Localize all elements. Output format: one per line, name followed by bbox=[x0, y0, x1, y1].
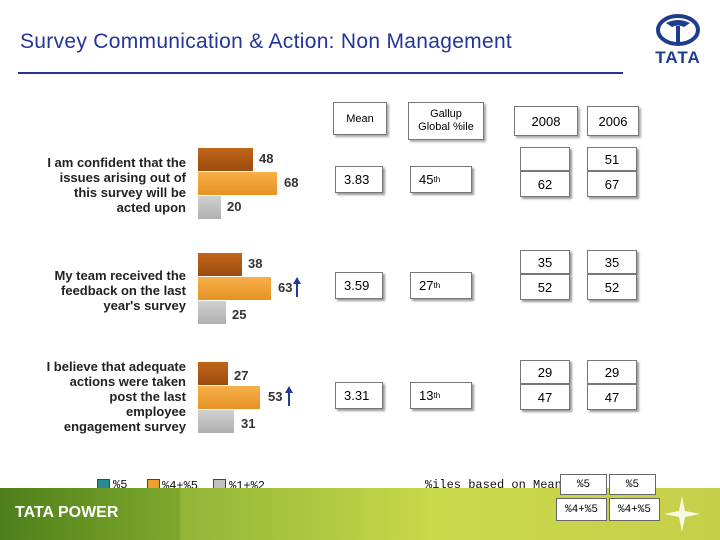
footer-left-panel: TATA POWER bbox=[0, 488, 180, 540]
q3-bar-top-label: 27 bbox=[234, 368, 249, 383]
page-title: Survey Communication & Action: Non Manag… bbox=[20, 30, 513, 53]
q3-bar-bottom bbox=[198, 410, 234, 433]
logo-text: TATA bbox=[655, 48, 701, 67]
header-2006-label: 2006 bbox=[598, 113, 628, 129]
q3-2006-top: 29 bbox=[587, 360, 637, 384]
q3-bar-middle bbox=[198, 386, 260, 409]
q2-bar-middle bbox=[198, 277, 271, 300]
q1-2008-bottom: 62 bbox=[520, 171, 570, 197]
q2-2006-bottom: 52 bbox=[587, 274, 637, 300]
title-divider bbox=[18, 72, 623, 74]
mini-legend-a1: %5 bbox=[560, 474, 607, 495]
q2-bar-middle-label: 63 bbox=[278, 280, 293, 295]
footer-band: TATA POWER bbox=[0, 488, 720, 540]
q2-2008-top: 35 bbox=[520, 250, 570, 274]
q2-bar-bottom bbox=[198, 301, 226, 324]
mini-legend-a2: %5 bbox=[609, 474, 656, 495]
footer-brand: TATA POWER bbox=[15, 504, 119, 521]
q3-2008-top: 29 bbox=[520, 360, 570, 384]
tata-logo: TATA bbox=[648, 14, 708, 67]
q2-bar-top-label: 38 bbox=[248, 256, 263, 271]
q3-2008-bottom: 47 bbox=[520, 384, 570, 410]
header-mean-label: Mean bbox=[346, 112, 374, 125]
q1-2006-bottom: 67 bbox=[587, 171, 637, 197]
footnote: %iles based on Mean bbox=[425, 478, 562, 492]
q1-bar-middle-label: 68 bbox=[284, 175, 299, 190]
q1-bar-top bbox=[198, 148, 253, 171]
sparkle-icon bbox=[664, 496, 700, 532]
header-mean: Mean bbox=[333, 102, 387, 135]
q3-bar-middle-label: 53 bbox=[268, 389, 283, 404]
q3-up-arrow-icon bbox=[285, 386, 293, 406]
q1-2006-top: 51 bbox=[587, 147, 637, 171]
q2-mean: 3.59 bbox=[335, 272, 383, 299]
q1-bar-middle bbox=[198, 172, 277, 195]
q3-bar-top bbox=[198, 362, 228, 385]
q2-up-arrow-icon bbox=[293, 277, 301, 297]
q2-2008-bottom: 52 bbox=[520, 274, 570, 300]
mini-legend-b2: %4+%5 bbox=[609, 498, 660, 521]
q1-bar-bottom bbox=[198, 196, 221, 219]
q1-bar-bottom-label: 20 bbox=[227, 199, 242, 214]
header-2008: 2008 bbox=[514, 106, 578, 136]
mini-legend-b1: %4+%5 bbox=[556, 498, 607, 521]
q3-mean: 3.31 bbox=[335, 382, 383, 409]
header-gallup: Gallup Global %ile bbox=[408, 102, 484, 140]
q1-2008-top bbox=[520, 147, 570, 171]
q2-2006-top: 35 bbox=[587, 250, 637, 274]
q1-mean: 3.83 bbox=[335, 166, 383, 193]
header-gallup-label: Gallup Global %ile bbox=[418, 108, 474, 133]
question-1-label: I am confident that the issues arising o… bbox=[47, 155, 186, 215]
q2-bar-bottom-label: 25 bbox=[232, 307, 247, 322]
header-2006: 2006 bbox=[587, 106, 639, 136]
question-2-label: My team received the feedback on the las… bbox=[54, 268, 186, 313]
q1-bar-top-label: 48 bbox=[259, 151, 274, 166]
q3-2006-bottom: 47 bbox=[587, 384, 637, 410]
tata-emblem-icon bbox=[656, 14, 700, 46]
header-2008-label: 2008 bbox=[531, 113, 561, 129]
q2-bar-top bbox=[198, 253, 242, 276]
question-3-label: I believe that adequate actions were tak… bbox=[46, 359, 186, 434]
q3-bar-bottom-label: 31 bbox=[241, 416, 256, 431]
